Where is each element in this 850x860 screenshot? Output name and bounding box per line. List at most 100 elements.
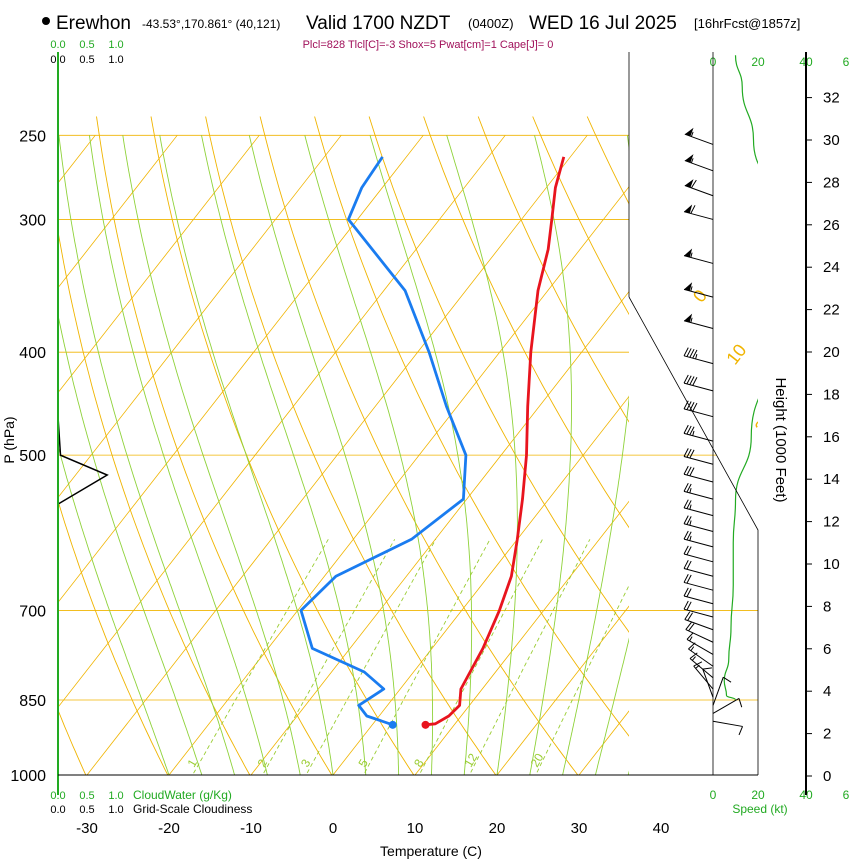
barb-staff — [683, 567, 714, 577]
barb-staff — [683, 355, 714, 365]
temperature-tick-label: -10 — [240, 820, 262, 837]
barb-flag — [686, 448, 692, 458]
dewpoint-profile — [299, 156, 468, 727]
isotherm-line — [58, 135, 260, 394]
height-tick-label: 32 — [823, 90, 840, 107]
barb-staff — [683, 507, 714, 517]
barb-staff — [683, 382, 714, 392]
wind-barb — [683, 448, 714, 465]
moist-adiabat — [562, 135, 629, 775]
cloudiness-profile — [57, 416, 109, 505]
speed-axis-title: Speed (kt) — [732, 802, 787, 816]
barb-flag — [683, 424, 689, 434]
moist-adiabat — [58, 312, 203, 775]
wind-barb — [683, 313, 714, 330]
speed-top-tick: 20 — [751, 55, 765, 69]
height-tick-label: 8 — [823, 598, 831, 615]
barb-pennant — [684, 127, 694, 137]
barb-flag — [685, 621, 692, 630]
height-tick-label: 26 — [823, 217, 840, 234]
mixing-ratio-line — [468, 539, 591, 775]
wind-barb — [686, 632, 714, 655]
sounding-profiles — [299, 156, 566, 729]
wind-barb — [693, 661, 714, 690]
barb-flag — [692, 377, 698, 386]
mixing-ratio-line — [362, 539, 491, 775]
temperature-tick-label: -30 — [76, 820, 98, 837]
dry-adiabat — [642, 117, 850, 798]
pressure-tick-label: 250 — [19, 128, 46, 145]
cloudiness-label: Grid-Scale Cloudiness — [133, 802, 252, 816]
barb-staff — [683, 473, 714, 483]
barb-flag — [683, 448, 689, 457]
height-tick-label: 12 — [823, 514, 840, 531]
speed-bottom-tick: 20 — [751, 788, 765, 802]
mixing-ratio-line — [418, 539, 543, 775]
temperature-axis-title: Temperature (C) — [380, 843, 482, 859]
speed-bottom-tick: 0 — [710, 788, 717, 802]
barb-staff — [683, 538, 714, 548]
moist-adiabat — [201, 135, 367, 775]
wind-barb — [683, 204, 714, 220]
wind-barb — [683, 282, 714, 298]
barb-flag — [688, 623, 695, 632]
barb-flag — [689, 652, 698, 659]
dry-adiabat — [58, 499, 169, 775]
barb-flag — [683, 587, 689, 597]
temperature-tick-label: -20 — [158, 820, 180, 837]
barb-half-flag — [692, 430, 695, 436]
wind-barb — [683, 515, 714, 533]
wind-barb — [683, 248, 714, 264]
barb-flag — [686, 632, 694, 640]
barb-flag — [683, 465, 689, 475]
mixing-ratio-label: 20 — [528, 751, 547, 770]
barb-staff — [683, 456, 714, 465]
temperature-tick-label: 40 — [653, 820, 670, 837]
barb-flag — [683, 499, 689, 509]
height-tick-label: 0 — [823, 768, 831, 785]
cloud-water-bottom-tick: 1.0 — [108, 790, 123, 802]
wind-barb — [683, 374, 714, 392]
wind-barb — [683, 400, 714, 418]
moist-adiabat — [446, 135, 518, 775]
barb-staff — [683, 490, 714, 500]
barb-half-flag — [690, 252, 693, 258]
barb-half-flag — [690, 158, 694, 164]
moist-adiabat — [58, 444, 170, 775]
temperature-profile — [425, 156, 566, 727]
barb-staff — [712, 697, 740, 714]
barb-staff — [683, 288, 714, 298]
mixing-ratio-line — [191, 539, 329, 775]
moist-adiabat — [369, 135, 473, 775]
height-tick-label: 30 — [823, 132, 840, 149]
cloudiness-top-tick: 0.5 — [79, 54, 94, 66]
barb-staff — [693, 665, 714, 690]
cloud-water-top-tick: 0.5 — [79, 39, 94, 51]
temperature-tick-label: 10 — [407, 820, 424, 837]
mixing-ratio-line — [262, 539, 396, 775]
barb-flag — [686, 588, 692, 598]
height-tick-label: 24 — [823, 259, 840, 276]
barb-flag — [686, 574, 692, 584]
sounding-parameters: Plcl=828 Tlcl[C]=-3 Shox=5 Pwat[cm]=1 Ca… — [303, 39, 554, 51]
wind-barb — [683, 560, 714, 577]
barb-half-flag — [695, 664, 700, 669]
wind-barb — [683, 465, 714, 483]
barb-half-flag — [689, 487, 692, 494]
moist-adiabat — [304, 135, 434, 775]
isotherm-line — [58, 135, 178, 289]
pressure-axis-title: P (hPa) — [1, 416, 17, 463]
barb-staff — [683, 320, 714, 330]
moist-adiabat — [529, 135, 572, 775]
wind-barb — [702, 667, 714, 698]
moist-adiabat — [122, 135, 301, 775]
barb-staff — [683, 211, 714, 220]
isotherm-label: 10 — [722, 340, 750, 368]
temperature-tick-label: 30 — [571, 820, 588, 837]
wind-barb — [712, 676, 732, 706]
speed-bottom-tick: 6 — [843, 788, 850, 802]
barb-pennant — [684, 179, 694, 188]
wind-barb — [683, 530, 714, 548]
